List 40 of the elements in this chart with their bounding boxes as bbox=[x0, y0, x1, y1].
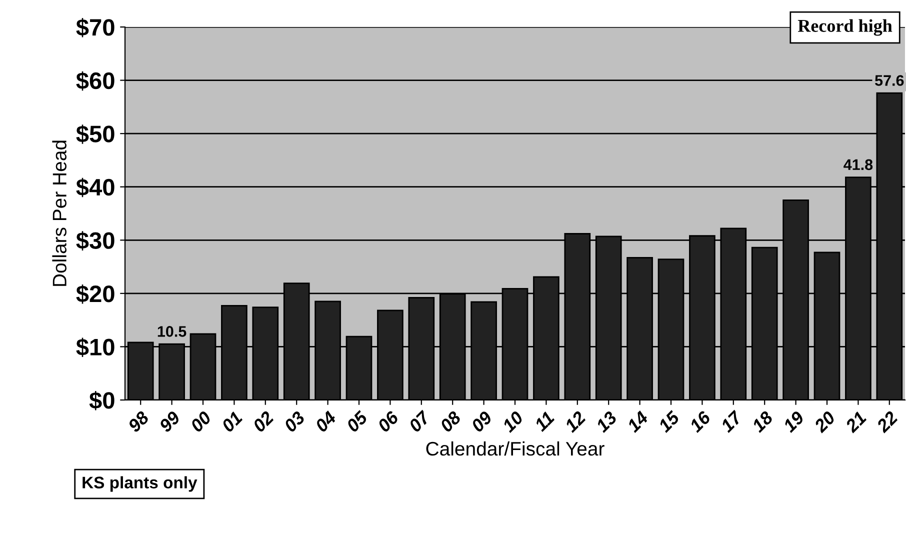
x-tick-label: 08 bbox=[439, 410, 462, 433]
y-tick-label: $70 bbox=[76, 18, 114, 38]
x-tick-label: 19 bbox=[782, 410, 806, 434]
x-tick-label: 03 bbox=[283, 410, 306, 433]
y-tick-label: $50 bbox=[76, 124, 114, 144]
y-tick-label: $30 bbox=[76, 231, 114, 250]
x-tick-label: 02 bbox=[252, 410, 275, 433]
data-label: 57.6 bbox=[875, 75, 904, 86]
y-tick-label: $60 bbox=[76, 71, 114, 91]
x-tick-label: 11 bbox=[534, 410, 555, 432]
y-axis-title: Dollars Per Head bbox=[52, 140, 66, 286]
x-tick-label: 10 bbox=[501, 410, 524, 434]
x-tick-label: 00 bbox=[190, 410, 212, 433]
x-tick-label: 09 bbox=[470, 410, 494, 433]
y-tick-label: $40 bbox=[76, 178, 114, 198]
x-tick-label: 05 bbox=[346, 410, 369, 433]
y-tick-label: $10 bbox=[76, 338, 114, 358]
x-tick-label: 99 bbox=[158, 410, 182, 433]
x-tick-label: 16 bbox=[688, 410, 712, 434]
x-tick-label: 98 bbox=[127, 410, 150, 433]
y-tick-label: $0 bbox=[89, 391, 114, 410]
x-tick-label: 18 bbox=[750, 410, 774, 434]
x-tick-label: 21 bbox=[844, 410, 867, 434]
text: KS plants only bbox=[82, 476, 198, 492]
annotation: Record high bbox=[798, 19, 892, 36]
x-tick-label: 22 bbox=[875, 410, 899, 434]
x-tick-label: 12 bbox=[564, 410, 587, 433]
data-label: 10.5 bbox=[158, 326, 186, 337]
x-tick-label: 01 bbox=[220, 410, 243, 433]
x-tick-label: 04 bbox=[314, 410, 337, 433]
x-tick-label: 14 bbox=[626, 410, 649, 433]
x-tick-label: 13 bbox=[594, 410, 618, 434]
y-tick-label: $20 bbox=[76, 284, 114, 304]
x-tick-label: 06 bbox=[376, 410, 400, 433]
x-tick-label: 17 bbox=[720, 410, 744, 433]
x-axis-title: Calendar/Fiscal Year bbox=[426, 441, 604, 456]
x-tick-label: 20 bbox=[812, 410, 836, 434]
x-tick-label: 07 bbox=[408, 410, 432, 433]
x-tick-label: 15 bbox=[657, 410, 681, 434]
data-label: 41.8 bbox=[844, 159, 873, 170]
